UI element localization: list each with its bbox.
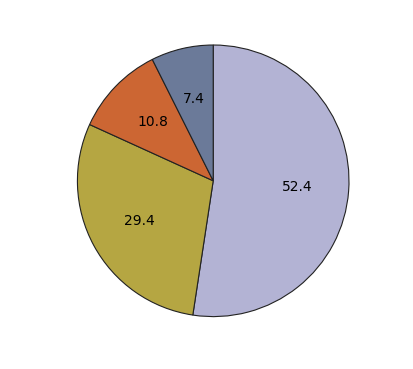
- Text: 29.4: 29.4: [123, 214, 154, 228]
- Wedge shape: [192, 45, 348, 317]
- Wedge shape: [89, 59, 213, 181]
- Text: 52.4: 52.4: [281, 180, 312, 194]
- Wedge shape: [152, 45, 213, 181]
- Wedge shape: [77, 125, 213, 315]
- Text: 7.4: 7.4: [183, 92, 204, 106]
- Text: 10.8: 10.8: [137, 115, 168, 130]
